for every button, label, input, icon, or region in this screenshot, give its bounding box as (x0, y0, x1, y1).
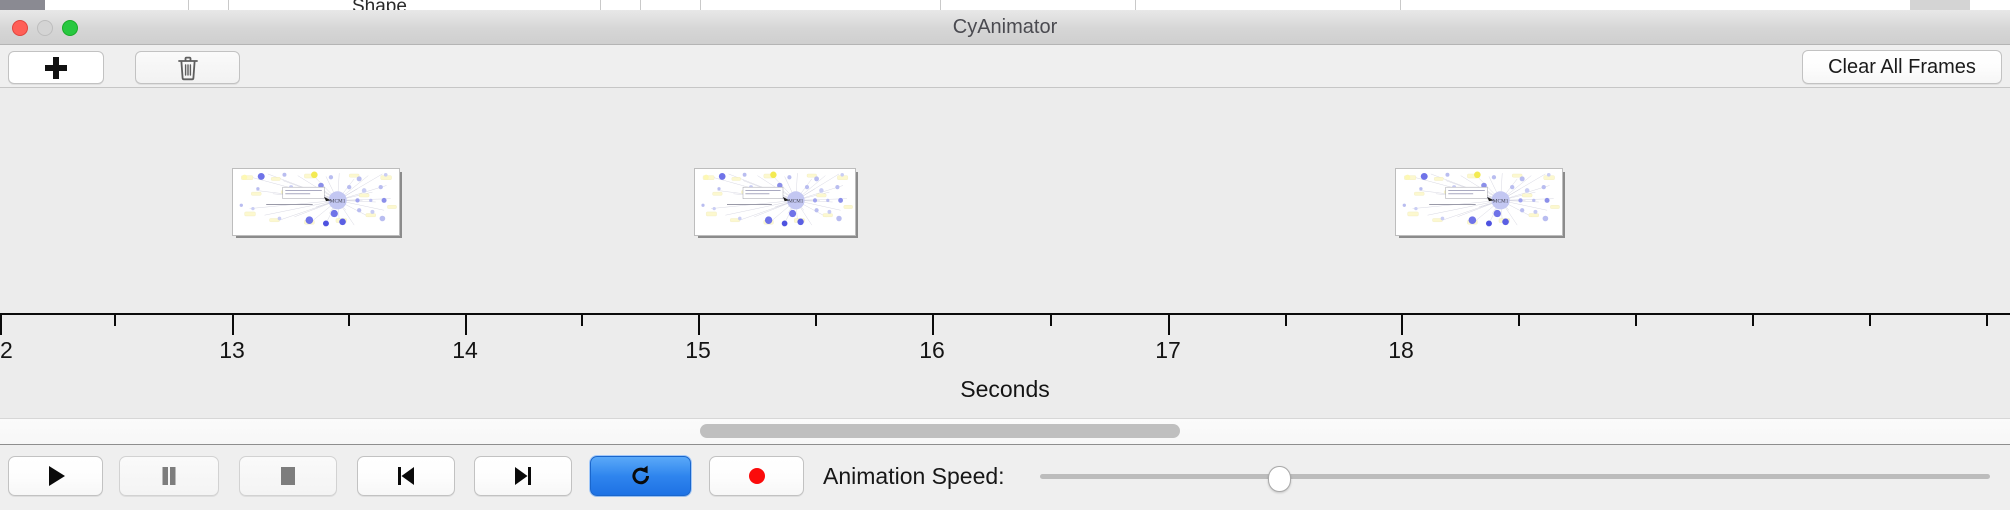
add-frame-button[interactable] (8, 51, 104, 84)
axis-tick (1168, 315, 1170, 335)
axis-tick (465, 315, 467, 335)
pause-button[interactable] (119, 456, 219, 496)
timeline-panel[interactable]: MCM1 MCM1 MCM1 12 13 14 15 16 17 18 Seconds (0, 88, 2010, 418)
delete-frame-button[interactable] (135, 51, 240, 84)
axis-tick (232, 315, 234, 335)
skip-forward-icon (515, 467, 531, 485)
pause-icon (162, 467, 176, 485)
timeline-scrollbar[interactable] (0, 418, 2010, 445)
playback-control-bar: Animation Speed: (0, 445, 2010, 510)
trash-icon (177, 56, 198, 80)
timeline-scrollbar-thumb[interactable] (700, 424, 1180, 438)
axis-tick (698, 315, 700, 335)
play-button[interactable] (8, 456, 103, 496)
timeline-ruler: 12 13 14 15 16 17 18 Seconds (0, 313, 2010, 418)
axis-tick-label: 13 (219, 337, 245, 363)
hub-node-label: MCM1 (330, 198, 346, 204)
zoom-button[interactable] (62, 20, 78, 36)
slider-track[interactable] (1040, 474, 1990, 479)
axis-tick (1518, 315, 1520, 326)
play-icon (48, 466, 65, 486)
frame-image: MCM1 (1395, 168, 1563, 236)
animation-speed-label: Animation Speed: (823, 463, 1005, 489)
axis-tick-label: 17 (1155, 337, 1181, 363)
window-title: CyAnimator (952, 16, 1058, 38)
axis-line (0, 313, 2010, 315)
background-app-label: Shape (352, 0, 407, 12)
minimize-button[interactable] (37, 20, 53, 36)
frame-thumbnail-3[interactable]: MCM1 (1395, 168, 1565, 238)
animation-speed-slider[interactable] (1040, 456, 1990, 496)
skip-back-icon (398, 467, 414, 485)
axis-tick (1869, 315, 1871, 326)
axis-tick (114, 315, 116, 326)
axis-tick-label: 18 (1388, 337, 1414, 363)
axis-tick (0, 315, 2, 335)
clear-all-frames-label: Clear All Frames (1828, 55, 1976, 78)
axis-title: Seconds (960, 376, 1050, 402)
axis-tick (581, 315, 583, 326)
background-window-strip: Shape (0, 0, 2010, 12)
axis-tick-label: 15 (685, 337, 711, 363)
axis-tick (1050, 315, 1052, 326)
hub-node-label: MCM1 (788, 198, 803, 204)
stop-button[interactable] (239, 456, 337, 496)
plus-icon (45, 56, 67, 79)
axis-tick (1986, 315, 1988, 326)
axis-tick (932, 315, 934, 335)
axis-tick (348, 315, 350, 326)
network-graph: MCM1 (239, 171, 397, 227)
frame-image: MCM1 (232, 168, 400, 236)
loop-button[interactable] (590, 456, 691, 496)
clear-all-frames-button[interactable]: Clear All Frames (1802, 50, 2002, 84)
traffic-lights (12, 20, 78, 36)
frame-toolbar: Clear All Frames (0, 45, 2010, 88)
loop-icon (631, 465, 649, 485)
skip-to-start-button[interactable] (357, 456, 455, 496)
axis-tick-label: 16 (919, 337, 945, 363)
axis-tick (1635, 315, 1637, 326)
frame-thumbnail-1[interactable]: MCM1 (232, 168, 402, 238)
axis-tick (1285, 315, 1287, 326)
record-icon (748, 468, 765, 484)
network-graph: MCM1 (1402, 171, 1560, 227)
axis-tick (815, 315, 817, 326)
slider-knob[interactable] (1267, 466, 1291, 492)
axis-tick (1401, 315, 1403, 335)
axis-tick-label: 14 (452, 337, 478, 363)
frame-thumbnail-2[interactable]: MCM1 (694, 168, 858, 238)
skip-to-end-button[interactable] (474, 456, 572, 496)
stop-icon (281, 467, 295, 485)
record-button[interactable] (709, 456, 804, 496)
network-graph: MCM1 (701, 171, 853, 227)
axis-tick (1752, 315, 1754, 326)
frame-image: MCM1 (694, 168, 856, 236)
axis-tick-label: 12 (0, 337, 13, 363)
title-bar: CyAnimator (0, 10, 2010, 45)
close-button[interactable] (12, 20, 28, 36)
hub-node-label: MCM1 (1493, 198, 1509, 204)
